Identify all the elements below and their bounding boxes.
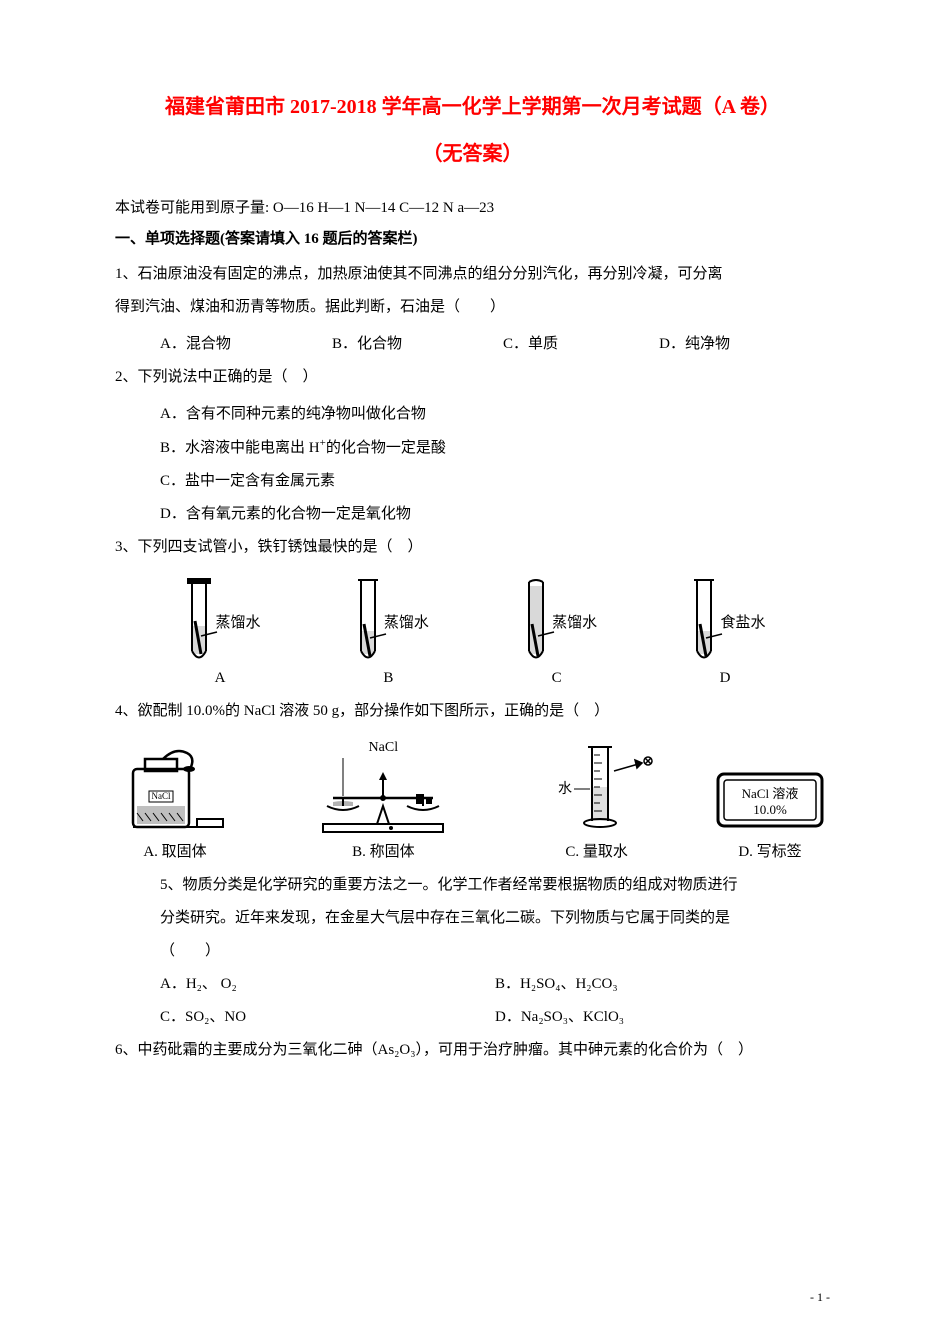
question-4: 4、欲配制 10.0%的 NaCl 溶液 50 g，部分操作如下图所示，正确的是… bbox=[115, 695, 830, 728]
q1-opt-b: B．化合物 bbox=[332, 328, 402, 361]
q3-d-liquid: 食盐水 bbox=[720, 611, 765, 632]
q2-opt-b: B．水溶液中能电离出 H+的化合物一定是酸 bbox=[160, 431, 830, 465]
q3-tube-a: 蒸馏水 A bbox=[145, 576, 295, 687]
q1-opt-a: A．混合物 bbox=[160, 328, 231, 361]
q3-label-d: D bbox=[720, 670, 731, 687]
q4-water-text: 水 bbox=[558, 781, 572, 797]
q4-label-a: A. 取固体 bbox=[143, 840, 206, 861]
graduated-cylinder-icon: 水 bbox=[532, 741, 662, 836]
question-3: 3、下列四支试管小，铁钉锈蚀最快的是（ ） bbox=[115, 531, 830, 564]
question-5: 5、物质分类是化学研究的重要方法之一。化学工作者经常要根据物质的组成对物质进行 … bbox=[115, 869, 830, 968]
q4-fig-b: NaCl B. 称固体 bbox=[283, 740, 483, 861]
q5-opt-a: A．H₂、 O₂ bbox=[160, 968, 495, 1001]
q4-fig-c: 水 C. 量取水 bbox=[532, 741, 662, 861]
exam-title-line1: 福建省莆田市 2017-2018 学年高一化学上学期第一次月考试题（A 卷） bbox=[115, 90, 830, 119]
q5-text-line2: 分类研究。近年来发现，在金星大气层中存在三氧化二碳。下列物质与它属于同类的是 bbox=[160, 902, 830, 935]
q6-text: 6、中药砒霜的主要成分为三氧化二砷（As₂O₃），可用于治疗肿瘤。其中砷元素的化… bbox=[115, 1034, 830, 1067]
q4-figures: NaCl A. 取固体 NaCl bbox=[115, 732, 830, 869]
q4-fig-a: NaCl A. 取固体 bbox=[115, 741, 235, 861]
q3-tube-b: 蒸馏水 B bbox=[313, 576, 463, 687]
q5-text-line1: 5、物质分类是化学研究的重要方法之一。化学工作者经常要根据物质的组成对物质进行 bbox=[160, 869, 830, 902]
q4-label-c: C. 量取水 bbox=[565, 840, 628, 861]
q2-opt-d: D．含有氧元素的化合物一定是氧化物 bbox=[160, 498, 830, 531]
q4-fig-d: NaCl 溶液 10.0% D. 写标签 bbox=[710, 766, 830, 861]
q1-opt-c: C．单质 bbox=[503, 328, 558, 361]
q4-label-b: B. 称固体 bbox=[352, 840, 415, 861]
svg-text:NaCl: NaCl bbox=[152, 791, 171, 801]
q2-opt-c: C．盐中一定含有金属元素 bbox=[160, 465, 830, 498]
svg-text:10.0%: 10.0% bbox=[753, 802, 787, 817]
q4-text: 4、欲配制 10.0%的 NaCl 溶液 50 g，部分操作如下图所示，正确的是… bbox=[115, 695, 830, 728]
q5-text-line3: （ ） bbox=[160, 935, 830, 968]
q5-options: A．H₂、 O₂ B．H₂SO₄、H₂CO₃ C．SO₂、NO D．Na₂SO₃… bbox=[115, 968, 830, 1034]
q3-tubes: 蒸馏水 A 蒸馏水 B bbox=[115, 568, 830, 695]
q1-text-line2: 得到汽油、煤油和沥青等物质。据此判断，石油是（ ） bbox=[115, 291, 830, 324]
reagent-bottle-icon: NaCl bbox=[115, 741, 235, 836]
question-1: 1、石油原油没有固定的沸点，加热原油使其不同沸点的组分分别汽化，再分别冷凝，可分… bbox=[115, 258, 830, 324]
atomic-masses: 本试卷可能用到原子量: O—16 H—1 N—14 C—12 N a—23 bbox=[115, 196, 830, 217]
q5-opt-b: B．H₂SO₄、H₂CO₃ bbox=[495, 968, 830, 1001]
q3-text: 3、下列四支试管小，铁钉锈蚀最快的是（ ） bbox=[115, 531, 830, 564]
test-tube-icon bbox=[516, 576, 556, 666]
label-box-icon: NaCl 溶液 10.0% bbox=[710, 766, 830, 836]
q5-opt-d: D．Na₂SO₃、KClO₃ bbox=[495, 1001, 830, 1034]
q3-label-a: A bbox=[215, 670, 226, 687]
test-tube-icon bbox=[684, 576, 724, 666]
section-1-heading: 一、单项选择题(答案请填入 16 题后的答案栏) bbox=[115, 227, 830, 248]
q5-opt-c: C．SO₂、NO bbox=[160, 1001, 495, 1034]
q1-text-line1: 1、石油原油没有固定的沸点，加热原油使其不同沸点的组分分别汽化，再分别冷凝，可分… bbox=[115, 258, 830, 291]
q1-opt-d: D．纯净物 bbox=[659, 328, 730, 361]
q3-tube-d: 食盐水 D bbox=[650, 576, 800, 687]
q3-label-b: B bbox=[383, 670, 393, 687]
q2-options: A．含有不同种元素的纯净物叫做化合物 B．水溶液中能电离出 H+的化合物一定是酸… bbox=[115, 398, 830, 531]
balance-scale-icon bbox=[283, 756, 483, 836]
question-6: 6、中药砒霜的主要成分为三氧化二砷（As₂O₃），可用于治疗肿瘤。其中砷元素的化… bbox=[115, 1034, 830, 1067]
test-tube-icon bbox=[179, 576, 219, 666]
test-tube-icon bbox=[348, 576, 388, 666]
question-2: 2、下列说法中正确的是（ ） bbox=[115, 361, 830, 394]
q4-label-d: D. 写标签 bbox=[738, 840, 801, 861]
exam-title-line2: （无答案） bbox=[115, 137, 830, 166]
q3-label-c: C bbox=[552, 670, 562, 687]
q3-b-liquid: 蒸馏水 bbox=[384, 611, 429, 632]
page-number: - 1 - bbox=[810, 1290, 830, 1305]
q3-tube-c: 蒸馏水 C bbox=[482, 576, 632, 687]
q1-options: A．混合物 B．化合物 C．单质 D．纯净物 bbox=[115, 328, 830, 361]
q4-nacl-label: NaCl bbox=[369, 740, 399, 756]
q3-a-liquid: 蒸馏水 bbox=[215, 611, 260, 632]
q3-c-liquid: 蒸馏水 bbox=[552, 611, 597, 632]
q2-text: 2、下列说法中正确的是（ ） bbox=[115, 361, 830, 394]
svg-text:NaCl 溶液: NaCl 溶液 bbox=[742, 786, 799, 801]
q2-opt-a: A．含有不同种元素的纯净物叫做化合物 bbox=[160, 398, 830, 431]
